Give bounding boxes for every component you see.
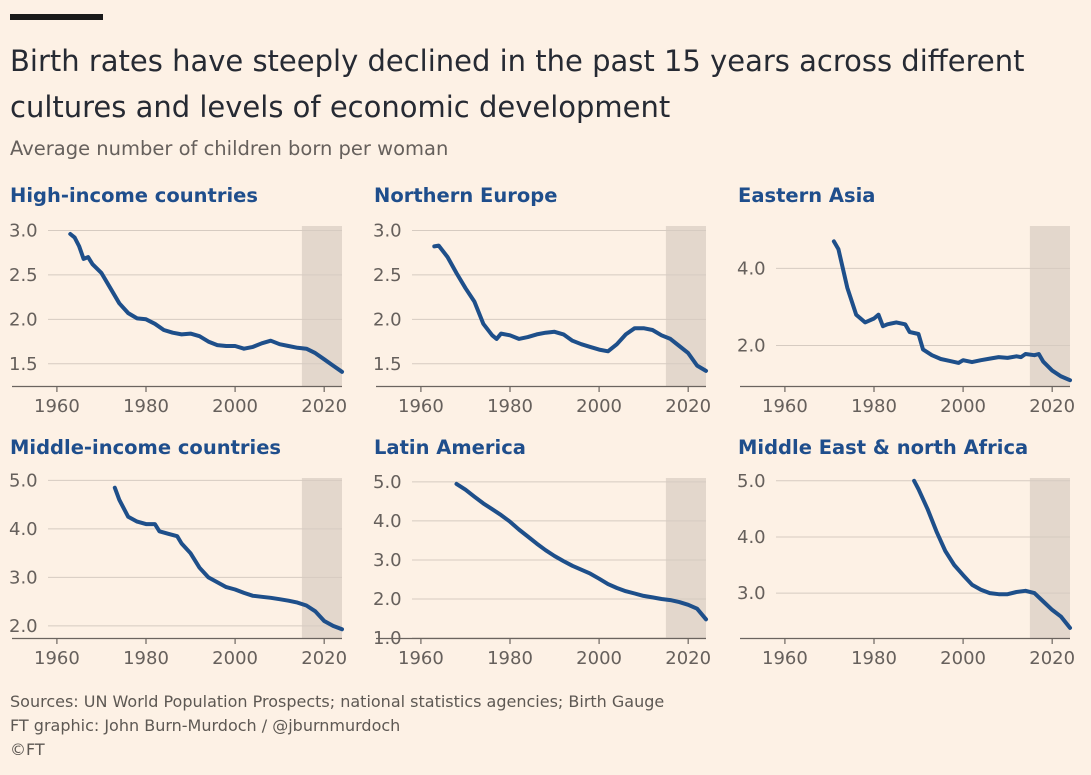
y-tick-label: 2.5	[373, 265, 402, 286]
copyright: ©FT	[10, 740, 45, 759]
y-tick-label: 5.0	[373, 472, 402, 493]
shaded-recent-period	[301, 226, 342, 386]
panel-6-title: Middle East & north Africa	[738, 436, 1029, 459]
panel-1-title: High-income countries	[10, 184, 258, 207]
page-subtitle: Average number of children born per woma…	[10, 137, 449, 160]
y-tick-label: 2.0	[9, 309, 38, 330]
y-tick-label: 3.0	[737, 583, 766, 604]
x-tick-label: 1980	[487, 396, 533, 417]
shaded-recent-period	[1029, 478, 1070, 638]
y-tick-label: 2.0	[373, 589, 402, 610]
y-tick-label: 2.0	[737, 336, 766, 357]
graphic-credit: FT graphic: John Burn-Murdoch / @jburnmu…	[10, 716, 401, 735]
panel-3-chart: 2.0 4.0 1960 1980 2000 2020	[737, 226, 1075, 417]
x-tick-label: 1980	[123, 396, 169, 417]
fertility-rate-line	[68, 232, 344, 374]
x-tick-label: 1960	[762, 648, 808, 669]
y-tick-label: 1.5	[9, 354, 38, 375]
x-tick-label: 1980	[851, 396, 897, 417]
y-tick-label: 3.0	[9, 220, 38, 241]
x-tick-label: 1960	[34, 648, 80, 669]
y-tick-label: 2.0	[9, 616, 38, 637]
y-tick-label: 2.5	[9, 265, 38, 286]
fertility-rate-line	[454, 481, 708, 622]
x-tick-label: 1980	[123, 648, 169, 669]
x-tick-label: 2000	[940, 396, 986, 417]
x-tick-label: 1960	[34, 396, 80, 417]
y-tick-label: 4.0	[373, 511, 402, 532]
panel-2-chart: 1.5 2.0 2.5 3.0 1960 1980 2000 2020	[373, 220, 711, 417]
fertility-rate-line	[831, 239, 1072, 383]
panel-5-title: Latin America	[374, 436, 526, 459]
y-tick-label: 4.0	[9, 519, 38, 540]
panel-2-title: Northern Europe	[374, 184, 558, 207]
fertility-rate-line	[432, 243, 708, 373]
y-tick-label: 3.0	[373, 550, 402, 571]
x-tick-label: 2000	[212, 396, 258, 417]
fertility-rate-line	[112, 485, 344, 632]
page-title: Birth rates have steeply declined in the…	[10, 44, 1025, 124]
x-tick-label: 2020	[301, 396, 347, 417]
panel-1-chart: 1.5 2.0 2.5 3.0 1960 1980 2000 2020	[9, 220, 347, 417]
panel-3-title: Eastern Asia	[738, 184, 876, 207]
sources-note: Sources: UN World Population Prospects; …	[10, 692, 665, 711]
y-tick-label: 3.0	[373, 220, 402, 241]
x-tick-label: 2020	[1029, 396, 1075, 417]
y-tick-label: 5.0	[9, 470, 38, 491]
shaded-recent-period	[665, 226, 706, 386]
fertility-rate-line	[912, 478, 1072, 630]
x-tick-label: 1960	[762, 396, 808, 417]
x-tick-label: 2020	[665, 648, 711, 669]
y-tick-label: 4.0	[737, 258, 766, 279]
y-tick-label: 5.0	[737, 471, 766, 492]
x-tick-label: 2020	[301, 648, 347, 669]
y-tick-label: 2.0	[373, 309, 402, 330]
brand-bar	[10, 14, 103, 20]
x-tick-label: 2000	[576, 396, 622, 417]
x-tick-label: 1960	[398, 648, 444, 669]
x-tick-label: 2020	[1029, 648, 1075, 669]
panel-4-title: Middle-income countries	[10, 436, 282, 459]
x-tick-label: 1980	[487, 648, 533, 669]
shaded-recent-period	[301, 478, 342, 638]
x-tick-label: 2000	[940, 648, 986, 669]
x-tick-label: 2000	[212, 648, 258, 669]
x-tick-label: 1960	[398, 396, 444, 417]
x-tick-label: 2020	[665, 396, 711, 417]
panel-6-chart: 3.0 4.0 5.0 1960 1980 2000 2020	[737, 471, 1075, 669]
y-tick-label: 4.0	[737, 527, 766, 548]
x-tick-label: 1980	[851, 648, 897, 669]
panel-4-chart: 2.0 3.0 4.0 5.0 1960 1980 2000 2020	[9, 470, 347, 669]
x-tick-label: 2000	[576, 648, 622, 669]
y-tick-label: 1.5	[373, 354, 402, 375]
y-tick-label: 3.0	[9, 567, 38, 588]
shaded-recent-period	[1029, 226, 1070, 386]
